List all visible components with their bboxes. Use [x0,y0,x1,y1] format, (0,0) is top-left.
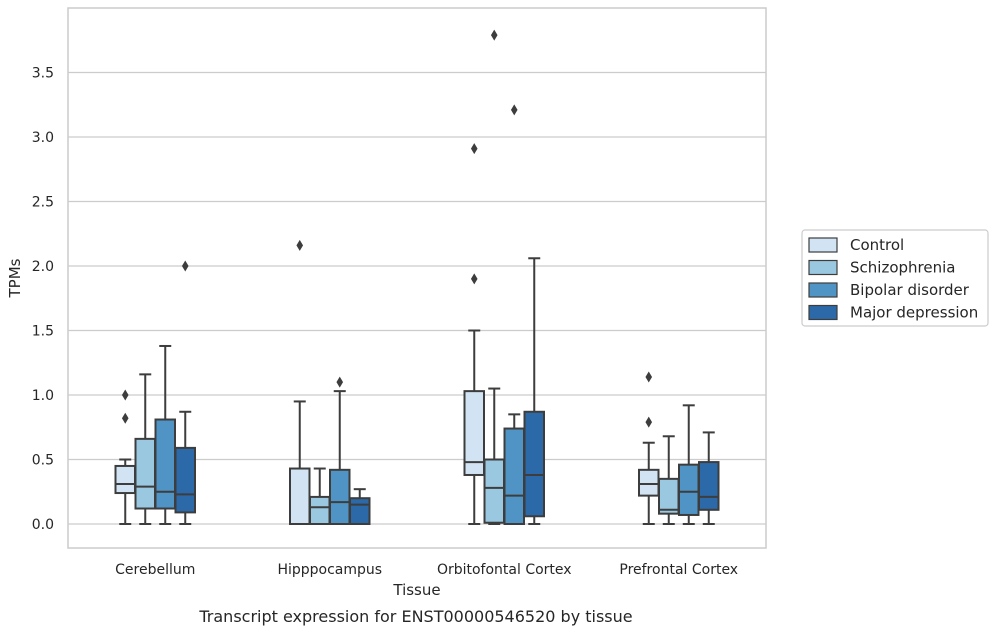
box-major-depression [174,260,196,525]
x-tick-label: Cerebellum [115,562,195,578]
y-tick-label: 1.5 [32,324,54,340]
box-control [463,143,485,525]
chart-caption: Transcript expression for ENST0000054652… [198,607,632,626]
y-tick-label: 0.5 [32,453,54,469]
box-body [658,477,680,515]
box-body [463,390,485,476]
legend-label: Major depression [850,304,978,322]
box-bipolar-disorder [329,376,351,526]
outlier-point [510,104,518,116]
box-body [114,464,136,495]
box-bipolar-disorder [503,104,525,526]
box-bipolar-disorder [154,344,176,525]
outlier-point [490,29,498,41]
legend-swatch [808,237,838,253]
box-control [638,371,660,525]
box-body [678,463,700,516]
y-tick-label: 2.5 [32,195,54,211]
x-tick-label: Orbitofontal Cortex [437,562,572,578]
box-control [289,239,311,525]
box-body [289,467,311,525]
outlier-point [336,376,344,388]
outlier-point [121,389,129,401]
plot-frame [67,7,767,549]
box-schizophrenia [134,373,156,525]
y-tick-label: 2.0 [32,259,54,275]
box-schizophrenia [658,435,680,525]
y-tick-label: 3.5 [32,66,54,82]
y-axis: 0.0 0.5 1.0 1.5 2.0 2.5 3.0 3.5 [32,66,54,534]
box-schizophrenia [483,29,505,525]
box-body [309,495,331,526]
boxplots [114,29,720,526]
x-tick-label: Prefrontal Cortex [619,562,738,578]
legend-frame [801,229,989,327]
box-body [134,437,156,510]
legend: Control Schizophrenia Bipolar disorder Majo… [801,229,989,327]
box-body [503,427,525,526]
box-body [329,468,351,526]
y-tick-label: 0.0 [32,517,54,533]
box-major-depression [698,431,720,525]
box-major-depression [349,488,371,526]
box-body [698,461,720,511]
y-tick-label: 1.0 [32,388,54,404]
box-body [638,468,660,497]
box-body [523,410,545,518]
x-axis-title: Tissue [392,581,440,599]
outlier-point [645,416,653,428]
legend-swatch [808,259,838,276]
legend-label: Bipolar disorder [850,281,970,299]
outlier-point [645,371,653,383]
box-body [349,497,371,526]
legend-swatch [808,282,838,298]
box-major-depression [523,257,545,525]
box-body [483,458,505,524]
outlier-point [470,143,478,155]
box-body [154,418,176,510]
legend-swatch [808,304,838,321]
legend-label: Control [850,236,904,254]
x-axis: Cerebellum Hipppocampus Orbitofontal Corte… [115,562,738,578]
outlier-point [470,273,478,285]
y-axis-title: TPMs [6,258,24,298]
outlier-point [296,239,304,251]
outlier-point [181,260,189,272]
box-control [114,389,136,525]
x-tick-label: Hipppocampus [277,562,382,578]
box-bipolar-disorder [678,404,700,525]
box-body [174,446,196,514]
box-schizophrenia [309,467,331,526]
legend-label: Schizophrenia [850,259,955,277]
outlier-point [121,412,129,424]
y-tick-label: 3.0 [32,130,54,146]
